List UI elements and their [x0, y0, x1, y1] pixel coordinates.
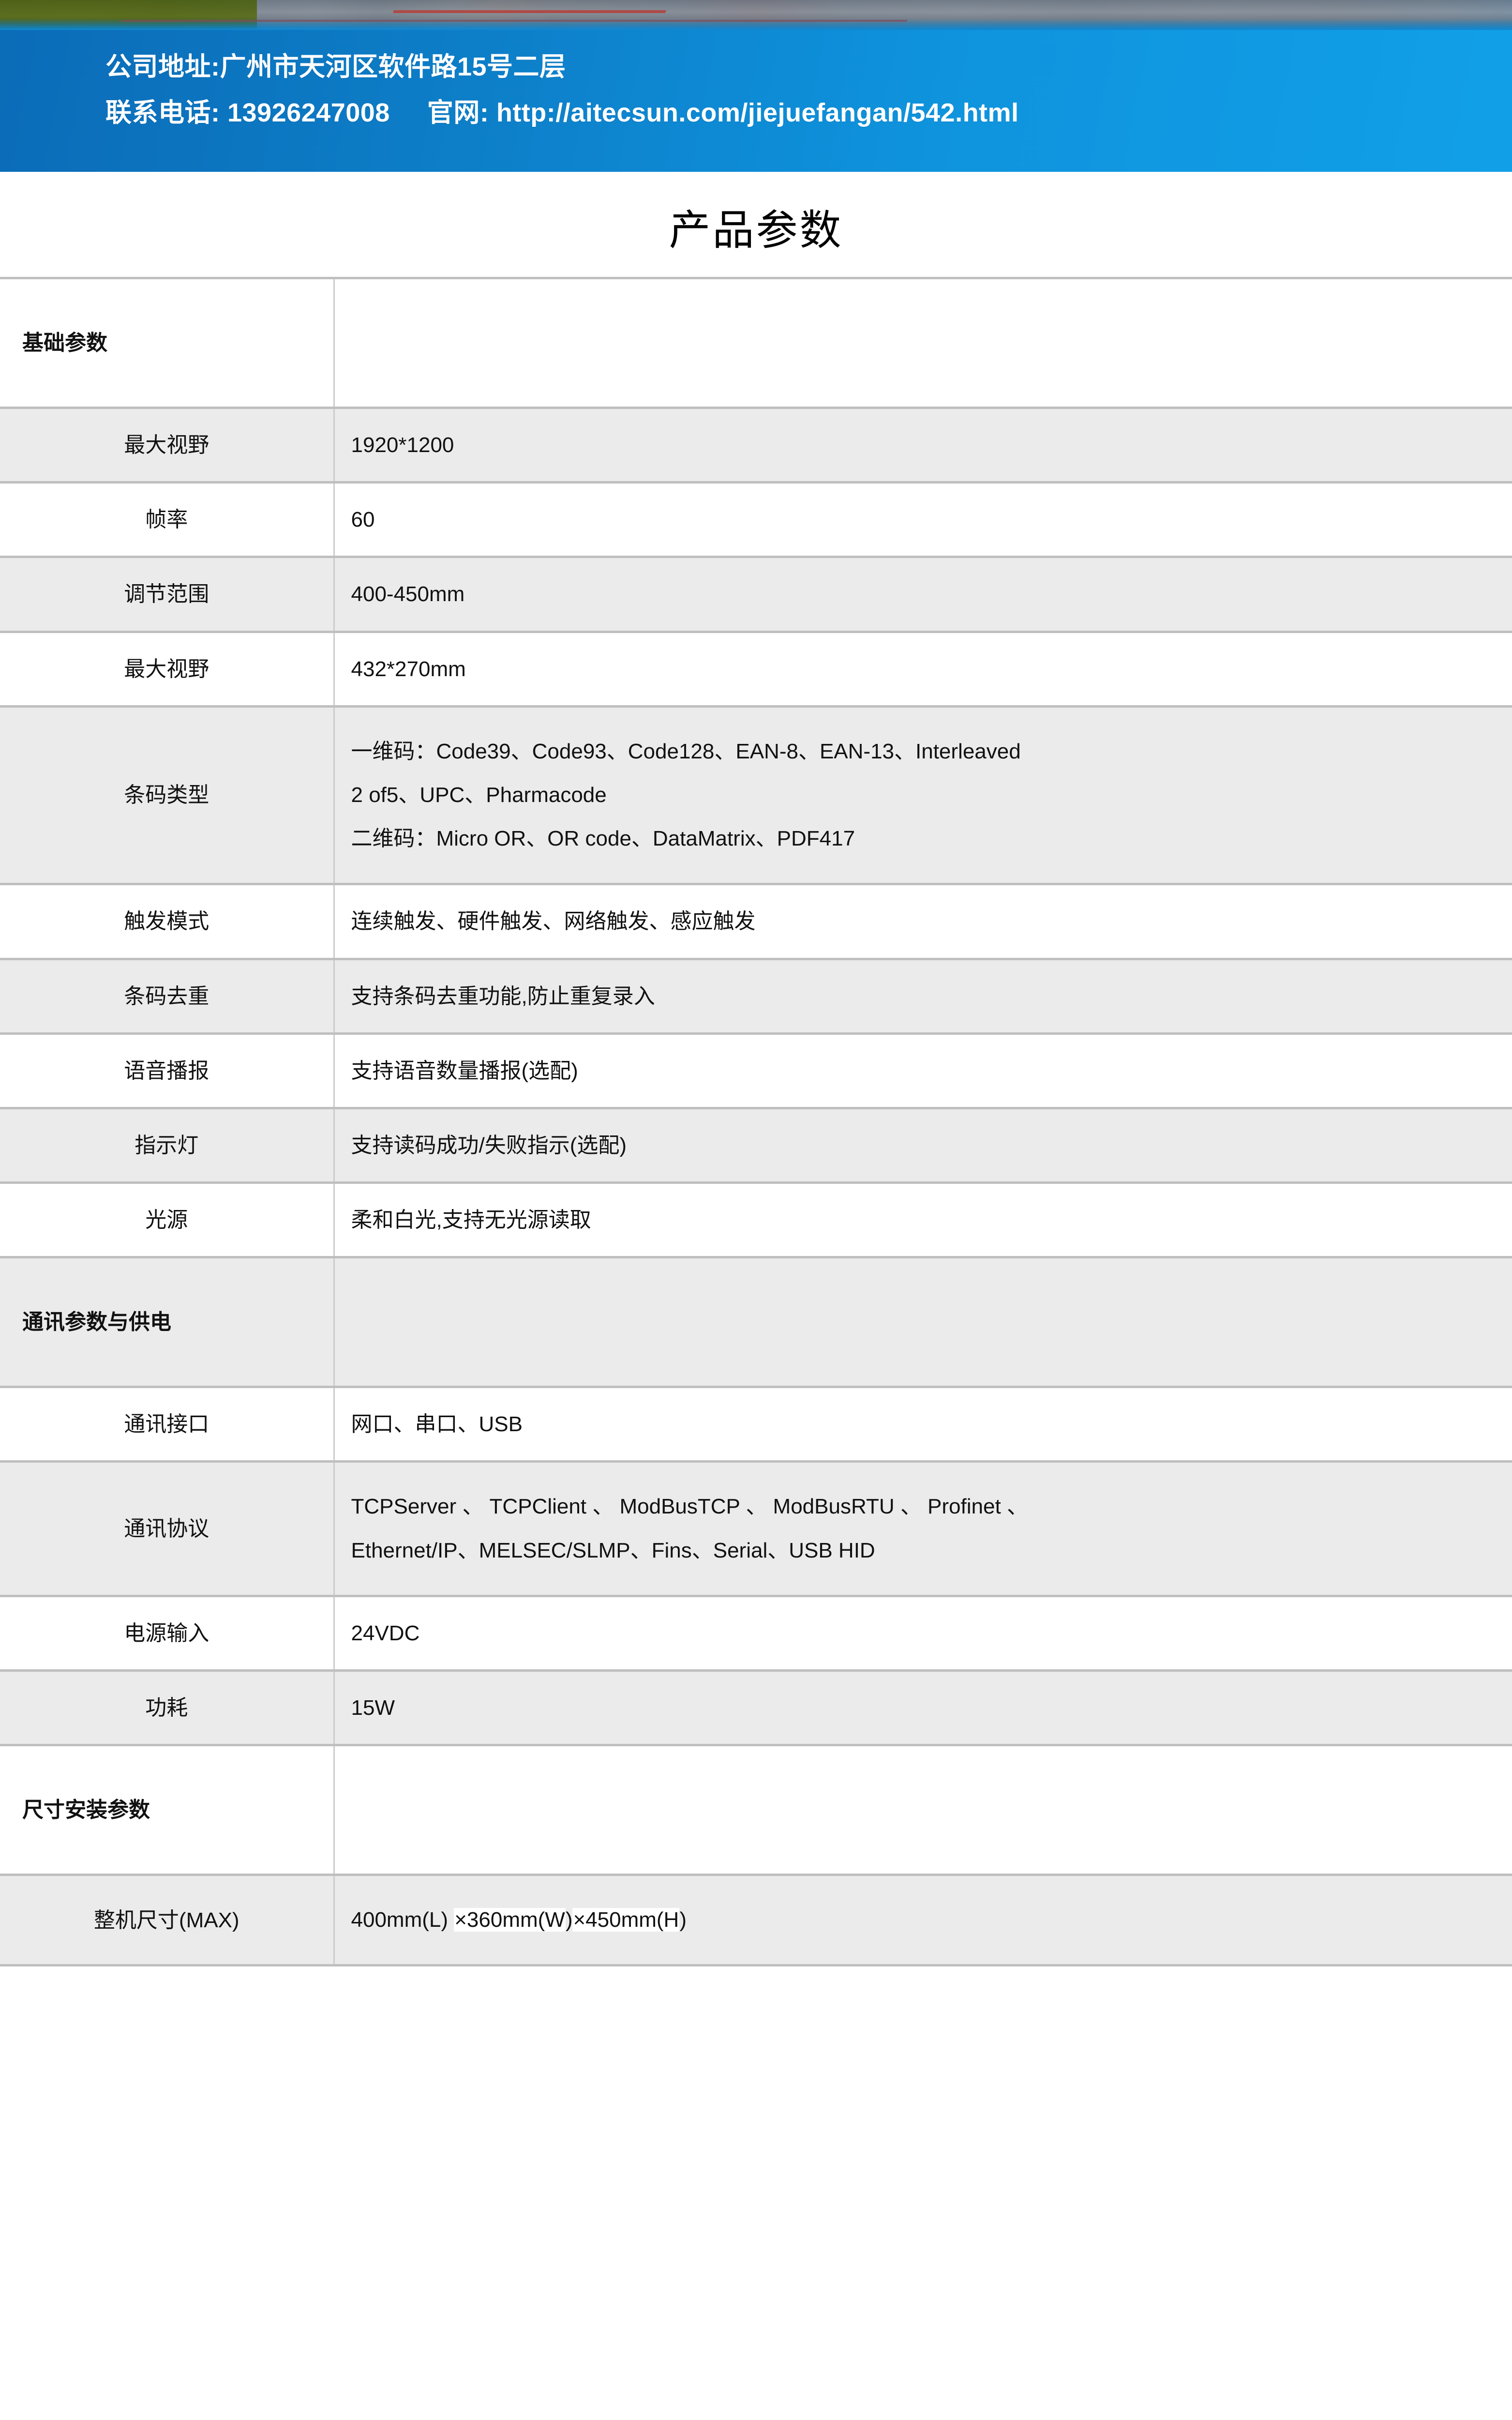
table-row: 调节范围 400-450mm	[0, 557, 1512, 632]
text-segment: )	[679, 1908, 687, 1932]
table-row: 通讯接口 网口、串口、USB	[0, 1387, 1512, 1462]
spec-key-cell: 功耗	[0, 1670, 335, 1745]
spec-value-cell	[334, 278, 1512, 408]
spec-key-cell: 语音播报	[0, 1033, 335, 1108]
table-row: 指示灯 支持读码成功/失败指示(选配)	[0, 1108, 1512, 1183]
spec-key-cell: 帧率	[0, 482, 335, 557]
spec-value-cell: 400mm(L) ×360mm(W)×450mm(H)	[334, 1875, 1512, 1966]
section-header-cell: 基础参数	[0, 278, 335, 408]
spec-key-cell: 最大视野	[0, 408, 335, 483]
spec-value-cell: 60	[351, 508, 375, 532]
spec-key-cell: 整机尺寸(MAX)	[0, 1875, 335, 1966]
spec-value-cell: 15W	[351, 1696, 395, 1720]
company-address: 公司地址:广州市天河区软件路15号二层	[105, 52, 566, 81]
company-website[interactable]: 官网: http://aitecsun.com/jiejuefangan/542…	[427, 98, 1019, 127]
highlighted-text-segment: ×360mm(W	[454, 1908, 566, 1932]
spec-key-cell: 电源输入	[0, 1596, 335, 1671]
contact-banner: 公司地址:广州市天河区软件路15号二层 联系电话: 13926247008 官网…	[0, 30, 1512, 172]
spec-value-line: 二维码：Micro OR、OR code、DataMatrix、PDF417	[351, 827, 855, 851]
spec-value-cell: 支持语音数量播报(选配)	[351, 1059, 578, 1083]
spec-value-cell: 柔和白光,支持无光源读取	[351, 1208, 591, 1232]
photo-red-marking	[392, 10, 666, 14]
table-row: 尺寸安装参数	[0, 1745, 1512, 1875]
table-row: 语音播报 支持语音数量播报(选配)	[0, 1033, 1512, 1108]
spec-value-cell: 432*270mm	[351, 657, 466, 681]
spec-value-cell: 一维码：Code39、Code93、Code128、EAN-8、EAN-13、I…	[334, 706, 1512, 884]
table-row: 光源 柔和白光,支持无光源读取	[0, 1182, 1512, 1257]
spec-key-cell: 调节范围	[0, 557, 335, 632]
text-segment: )	[565, 1908, 573, 1932]
text-segment: 400mm(L)	[351, 1908, 454, 1932]
contact-row: 联系电话: 13926247008 官网: http://aitecsun.co…	[105, 95, 1512, 131]
spec-key-cell: 最大视野	[0, 632, 335, 707]
spec-value-line: 2 of5、UPC、Pharmacode	[351, 783, 607, 807]
product-spec-table: 基础参数 最大视野 1920*1200 帧率 60 调节范围 400-450mm 最大视野 43…	[0, 277, 1512, 1966]
table-row: 条码去重 支持条码去重功能,防止重复录入	[0, 959, 1512, 1034]
contact-phone: 联系电话: 13926247008	[105, 98, 390, 127]
table-row: 整机尺寸(MAX) 400mm(L) ×360mm(W)×450mm(H)	[0, 1875, 1512, 1966]
spec-value-cell	[334, 1745, 1512, 1875]
spec-value-line: Ethernet/IP、MELSEC/SLMP、Fins、Serial、USB …	[351, 1538, 875, 1562]
spec-value-cell: 1920*1200	[351, 433, 454, 457]
table-row: 条码类型 一维码：Code39、Code93、Code128、EAN-8、EAN-…	[0, 706, 1512, 884]
photo-fade-overlay	[0, 18, 1512, 30]
spec-value-cell: 支持条码去重功能,防止重复录入	[351, 984, 655, 1008]
spec-table-body: 基础参数 最大视野 1920*1200 帧率 60 调节范围 400-450mm 最大视野 43…	[0, 278, 1512, 1966]
section-header-cell: 尺寸安装参数	[0, 1745, 335, 1875]
spec-key-cell: 通讯接口	[0, 1387, 335, 1462]
table-row: 通讯协议 TCPServer 、 TCPClient 、 ModBusTCP 、 …	[0, 1461, 1512, 1596]
spec-key-cell: 通讯协议	[0, 1461, 335, 1596]
spec-value-cell: 支持读码成功/失败指示(选配)	[351, 1133, 627, 1157]
spec-key-cell: 光源	[0, 1182, 335, 1257]
spec-value-line: 一维码：Code39、Code93、Code128、EAN-8、EAN-13、I…	[351, 739, 1021, 763]
spec-value-cell: 连续触发、硬件触发、网络触发、感应触发	[351, 909, 756, 934]
table-row: 功耗 15W	[0, 1670, 1512, 1745]
table-row: 触发模式 连续触发、硬件触发、网络触发、感应触发	[0, 884, 1512, 959]
table-row: 通讯参数与供电	[0, 1257, 1512, 1387]
spec-value-line: TCPServer 、 TCPClient 、 ModBusTCP 、 ModB…	[351, 1495, 1028, 1519]
section-header-cell: 通讯参数与供电	[0, 1257, 335, 1387]
table-row: 最大视野 1920*1200	[0, 408, 1512, 483]
spec-key-cell: 条码类型	[0, 706, 335, 884]
spec-key-cell: 触发模式	[0, 884, 335, 959]
spec-value-cell	[334, 1257, 1512, 1387]
spec-value-cell: TCPServer 、 TCPClient 、 ModBusTCP 、 ModB…	[334, 1462, 1512, 1596]
page-title: 产品参数	[669, 207, 843, 254]
table-row: 基础参数	[0, 278, 1512, 408]
highlighted-text-segment: ×450mm(H	[572, 1908, 680, 1932]
table-row: 电源输入 24VDC	[0, 1596, 1512, 1671]
table-row: 帧率 60	[0, 482, 1512, 557]
header-photo-strip	[0, 0, 1512, 30]
table-row: 最大视野 432*270mm	[0, 632, 1512, 707]
spec-key-cell: 条码去重	[0, 959, 335, 1034]
spec-value-cell: 网口、串口、USB	[351, 1412, 523, 1437]
spec-key-cell: 指示灯	[0, 1108, 335, 1183]
spec-value-cell: 400-450mm	[351, 582, 465, 606]
spec-value-cell: 24VDC	[351, 1621, 420, 1645]
